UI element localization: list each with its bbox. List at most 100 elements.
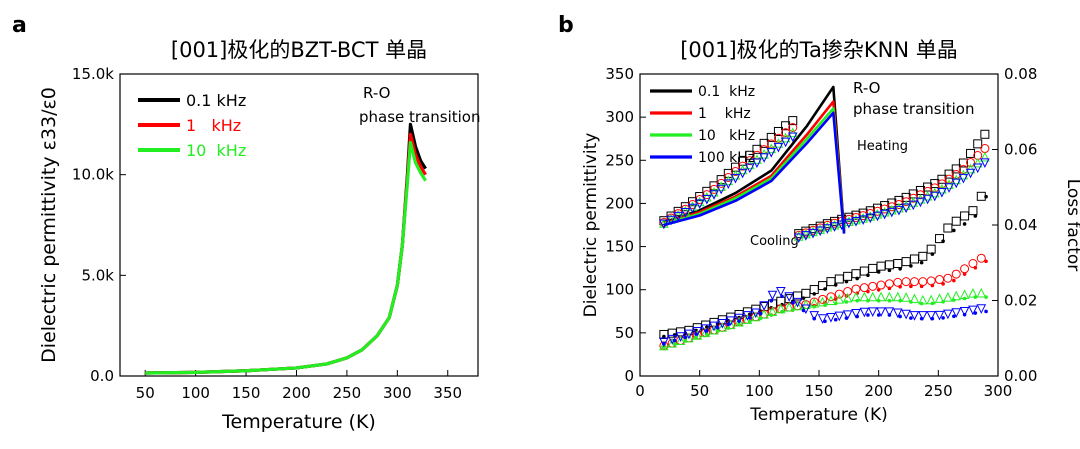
panel-b-cooling-marker-0.1-khz	[788, 116, 798, 126]
panel-b-loss-marker-10-khz	[709, 324, 719, 335]
panel-b-loss-marker-10-khz	[817, 296, 828, 307]
panel-b-cooling-marker-10-khz	[937, 183, 947, 194]
panel-b-loss-marker-0.1-khz	[968, 206, 978, 216]
panel-b-cooling-marker-10-khz	[815, 224, 826, 234]
panel-b-annotation-phase: phase transition	[853, 100, 975, 118]
panel-b-loss-marker-100-khz	[767, 290, 778, 301]
panel-b-loss-marker-100-khz	[826, 312, 836, 323]
panel-b-cooling-marker-10-khz	[702, 191, 712, 202]
panel-b-loss-marker-100-khz	[968, 305, 978, 316]
panel-a-annotation-ro: R-O	[363, 84, 390, 102]
panel-b-y2-tick-label: 0.02	[1004, 292, 1037, 310]
panel-b-loss-marker-10-khz	[784, 301, 794, 312]
panel-b-loss-dot-10-khz	[962, 296, 967, 301]
panel-b-loss-marker-100-khz	[884, 307, 895, 317]
panel-b-cooling-marker-10-khz	[730, 169, 741, 180]
panel-b-y2-tick-label: 0.04	[1004, 216, 1037, 234]
panel-b-loss-marker-1-khz	[909, 277, 919, 287]
panel-b-cooling-marker-100-khz	[937, 187, 947, 198]
panel-b-cooling-marker-100-khz	[844, 218, 854, 229]
panel-a-letter: a	[12, 13, 27, 38]
panel-b-loss-dot-10-khz	[790, 308, 795, 312]
panel-b-loss-dot-0.1-khz	[952, 228, 956, 233]
panel-b-cooling-marker-100-khz	[829, 222, 840, 232]
panel-b-loss-marker-100-khz	[943, 309, 953, 320]
panel-b-loss-marker-1-khz	[818, 294, 828, 304]
panel-b-loss-marker-0.1-khz	[876, 261, 886, 271]
panel-b-loss-dot-10-khz	[769, 313, 774, 317]
panel-b-cooling-marker-1-khz	[766, 139, 776, 149]
panel-a-x-ticks: 50 100 150 200 250 300 350	[136, 370, 462, 402]
panel-b-cooling-marker-0.1-khz	[980, 129, 990, 139]
panel-b-cooling-marker-10-khz	[801, 228, 811, 239]
panel-b-loss-marker-0.1-khz	[918, 251, 928, 261]
panel-b-loss-marker-0.1-khz	[960, 211, 970, 221]
panel-b-cooling-marker-100-khz	[694, 199, 705, 209]
panel-b-loss-dot-10-khz	[812, 304, 817, 309]
panel-b-loss-marker-100-khz	[867, 307, 878, 317]
panel-b-y-tick-label: 200	[605, 194, 634, 212]
panel-b-loss-marker-10-khz	[892, 291, 903, 302]
panel-b-x-tick-label: 150	[805, 382, 834, 400]
panel-b-loss-dot-0.1-khz	[833, 283, 838, 287]
panel-b-cooling-marker-100-khz	[886, 207, 897, 218]
panel-b-cooling-marker-1-khz	[980, 144, 990, 154]
panel-b-series	[659, 85, 990, 351]
panel-a-x-tick-label: 100	[181, 384, 210, 402]
panel-a-y-tick-label: 10.0k	[72, 166, 114, 184]
panel-b-x-tick-label: 0	[635, 382, 645, 400]
panel-b-loss-dot-0.1-khz	[662, 334, 666, 339]
panel-b-cooling-marker-100-khz	[851, 217, 861, 227]
panel-b-loss-dot-100-khz	[801, 308, 806, 313]
panel-b-cooling-marker-100-khz	[972, 163, 983, 174]
panel-b-loss-dot-10-khz	[887, 298, 892, 303]
panel-b-loss-dot-1-khz	[909, 284, 913, 289]
panel-b-loss-marker-10-khz	[801, 299, 811, 309]
panel-b-loss-marker-10-khz	[951, 290, 962, 301]
panel-b-loss-dot-10-khz	[694, 335, 698, 340]
panel-b-loss-dot-10-khz	[844, 300, 849, 304]
panel-b-loss-dot-1-khz	[973, 265, 978, 270]
panel-b-loss-marker-0.1-khz	[951, 216, 961, 226]
panel-b-loss-marker-10-khz	[943, 291, 953, 302]
panel-b-cooling-marker-100-khz	[808, 228, 818, 239]
panel-b-cooling-marker-10-khz	[865, 211, 876, 221]
panel-b-cooling-marker-0.1-khz	[858, 208, 868, 218]
panel-b-cooling-marker-10-khz	[694, 196, 705, 207]
panel-a-plot-frame	[119, 73, 479, 377]
panel-b-cooling-marker-100-khz	[709, 190, 719, 200]
panel-b-loss-dot-100-khz	[726, 322, 731, 327]
panel-b-cooling-marker-0.1-khz	[944, 169, 954, 179]
panel-b-cooling-marker-100-khz	[894, 205, 904, 216]
panel-b-loss-marker-1-khz	[960, 264, 970, 274]
panel-b-loss-marker-1-khz	[935, 275, 945, 285]
panel-b-cooling-marker-0.1-khz	[865, 206, 875, 216]
panel-b-loss-dot-100-khz	[919, 316, 924, 321]
panel-b-loss-marker-100-khz	[717, 319, 728, 329]
panel-b-cooling-marker-100-khz	[680, 207, 691, 218]
panel-b-loss-dot-1-khz	[898, 284, 902, 289]
panel-b-loss-dot-0.1-khz	[962, 222, 967, 226]
panel-b-loss-dot-0.1-khz	[941, 239, 945, 243]
panel-b-cooling-marker-100-khz	[965, 168, 976, 179]
panel-b-loss-dot-0.1-khz	[801, 296, 806, 300]
panel-b-cooling-marker-10-khz	[872, 209, 883, 219]
panel-b-cooling-marker-10-khz	[822, 221, 833, 232]
panel-b-loss-marker-0.1-khz	[868, 263, 878, 273]
panel-b-y-tick-label: 100	[605, 281, 634, 299]
panel-a-x-tick-label: 200	[282, 384, 311, 402]
panel-b-loss-dot-10-khz	[952, 298, 956, 302]
panel-b-x-tick-label: 300	[984, 382, 1013, 400]
panel-b-loss-marker-0.1-khz	[884, 260, 894, 270]
panel-b-cooling-marker-0.1-khz	[880, 201, 890, 211]
panel-b-loss-marker-10-khz	[976, 287, 987, 298]
panel-b-legend-label-10-khz: 10 kHz	[698, 128, 755, 144]
panel-b-cooling-marker-100-khz	[815, 226, 826, 237]
panel-b-loss-dot-100-khz	[747, 316, 752, 320]
panel-b-cooling-marker-100-khz	[793, 233, 804, 244]
panel-b-xlabel: Temperature (K)	[749, 405, 888, 425]
panel-b-cooling-marker-10-khz	[951, 174, 962, 185]
panel-b-cooling-marker-100-khz	[858, 215, 868, 225]
panel-b-ylabel: Dielectric permittivity	[581, 133, 601, 318]
panel-b-legend-label-0.1-khz: 0.1 kHz	[698, 84, 755, 100]
